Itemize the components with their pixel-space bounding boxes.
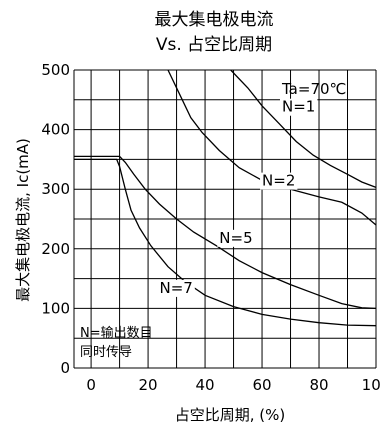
series-label-3: N=5: [219, 229, 252, 247]
series-label-2: N=2: [262, 172, 295, 190]
series-curves: [74, 69, 377, 327]
series-label-bg: [217, 229, 255, 247]
axis-ticks: 0 20 40 60 80 100 0 100 200 300 400 500: [41, 61, 380, 394]
y-tick-label: 500: [41, 61, 70, 79]
x-tick-label: 40: [196, 376, 215, 394]
series-label-bg: [279, 98, 318, 116]
note-line-2: 同时传导: [80, 345, 132, 360]
series-curve-3: [74, 155, 377, 310]
y-tick-label: 100: [41, 299, 70, 317]
series-curve-1: [230, 69, 377, 189]
x-tick-label: 60: [252, 376, 271, 394]
x-tick-label: 0: [86, 376, 96, 394]
x-tick-label: 80: [309, 376, 328, 394]
y-tick-label: 0: [60, 359, 70, 377]
series-labels: N=1 N=2 N=5 N=7: [157, 98, 318, 297]
chart-title: 最大集电极电流: [155, 10, 274, 30]
grid: [73, 69, 377, 369]
chart-subtitle: Vs. 占空比周期: [156, 35, 272, 55]
series-label-bg: [157, 279, 195, 297]
y-tick-label: 300: [41, 180, 70, 198]
x-tick-label: 100: [362, 376, 380, 394]
condition-label: Ta=70℃: [281, 80, 346, 98]
series-curve-2: [167, 69, 377, 226]
y-tick-label: 400: [41, 121, 70, 139]
y-tick-label: 200: [41, 240, 70, 258]
y-axis-label: 最大集电极电流, Ic(mA): [14, 138, 32, 302]
x-tick-label: 20: [139, 376, 158, 394]
series-label-4: N=7: [159, 279, 192, 297]
series-curve-4: [74, 158, 377, 327]
note-line-1: N=输出数目: [80, 325, 153, 341]
x-axis-label: 占空比周期, (%): [175, 406, 286, 424]
series-label-1: N=1: [282, 98, 315, 116]
series-label-bg: [260, 172, 298, 190]
